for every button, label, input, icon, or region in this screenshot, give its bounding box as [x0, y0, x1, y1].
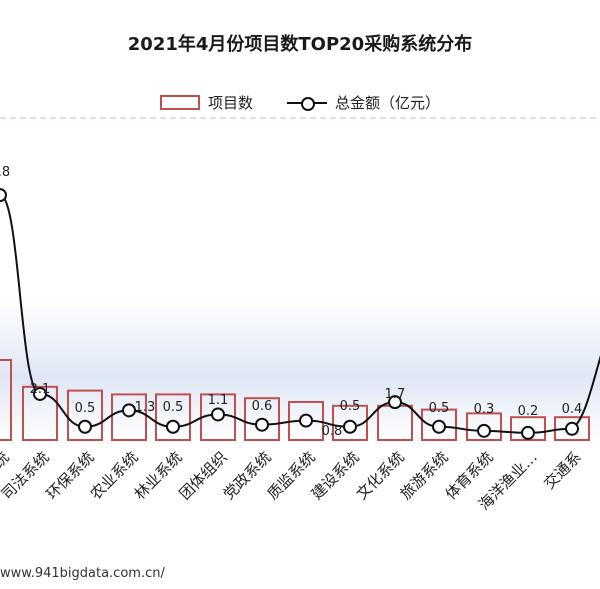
line-point-5 — [211, 407, 225, 422]
bar-0 — [0, 359, 12, 441]
line-data-label-8: 0.5 — [340, 399, 361, 414]
x-tick-label-4: 林业系统 — [131, 448, 186, 503]
line-data-label-1: 2.1 — [30, 382, 51, 397]
line-point-13 — [565, 421, 579, 436]
line-point-12 — [521, 425, 535, 440]
x-tick-label-7: 质监系统 — [264, 448, 319, 503]
legend-item-line: 总金额（亿元） — [287, 92, 440, 113]
x-tick-label-13: 交通系 — [540, 448, 585, 493]
bar-6 — [244, 397, 280, 442]
line-data-label-2: 0.5 — [75, 401, 96, 416]
line-point-3 — [122, 403, 136, 418]
line-data-label-6: 0.6 — [252, 399, 273, 414]
line-data-label-11: 0.3 — [474, 402, 495, 417]
x-tick-label-10: 旅游系统 — [397, 448, 452, 503]
bar-13 — [554, 416, 590, 442]
line-point-10 — [432, 419, 446, 434]
x-tick-label-5: 团体组织 — [176, 448, 231, 503]
bar-3 — [111, 393, 147, 441]
line-data-label-4: 0.5 — [163, 400, 184, 415]
legend-bar-label: 项目数 — [208, 94, 254, 112]
bar-1 — [22, 385, 58, 441]
line-point-9 — [388, 395, 402, 410]
legend-line-label: 总金额（亿元） — [335, 94, 441, 112]
x-tick-label-8: 建设系统 — [308, 448, 363, 503]
bar-2 — [67, 389, 103, 442]
bar-10 — [421, 408, 457, 442]
line-data-label-9: 1.7 — [385, 387, 406, 402]
bar-11 — [466, 412, 502, 441]
chart-legend: 项目数 总金额（亿元） — [160, 92, 474, 113]
line-point-2 — [78, 419, 92, 434]
line-data-label-0: .8 — [0, 165, 10, 180]
x-tick-label-2: 环保系统 — [43, 448, 98, 503]
line-data-label-7: 0.8 — [322, 424, 343, 439]
x-tick-label-9: 文化系统 — [353, 448, 408, 503]
line-data-label-10: 0.5 — [429, 401, 450, 416]
line-data-label-13: 0.4 — [562, 402, 583, 417]
x-tick-label-3: 农业系统 — [87, 448, 142, 503]
line-point-1 — [33, 386, 47, 401]
line-point-4 — [166, 419, 180, 434]
line-data-label-5: 1.1 — [208, 393, 229, 408]
line-data-label-3: 1.3 — [135, 400, 156, 415]
bar-12 — [510, 416, 546, 442]
line-point-11 — [477, 423, 491, 438]
line-point-0 — [0, 188, 7, 203]
source-url: www.941bigdata.com.cn/ — [0, 566, 165, 581]
line-point-8 — [343, 419, 357, 434]
legend-item-bars: 项目数 — [160, 92, 253, 113]
series-line-amount — [0, 194, 600, 434]
chart-title: 2021年4月份项目数TOP20采购系统分布 — [127, 34, 473, 55]
legend-bar-swatch — [160, 95, 200, 110]
line-point-6 — [255, 417, 269, 432]
bar-8 — [332, 404, 368, 441]
bar-4 — [155, 393, 191, 441]
line-data-label-12: 0.2 — [518, 404, 539, 419]
line-point-7 — [299, 413, 313, 428]
legend-line-swatch — [287, 96, 328, 111]
x-tick-label-6: 党政系统 — [220, 448, 275, 503]
